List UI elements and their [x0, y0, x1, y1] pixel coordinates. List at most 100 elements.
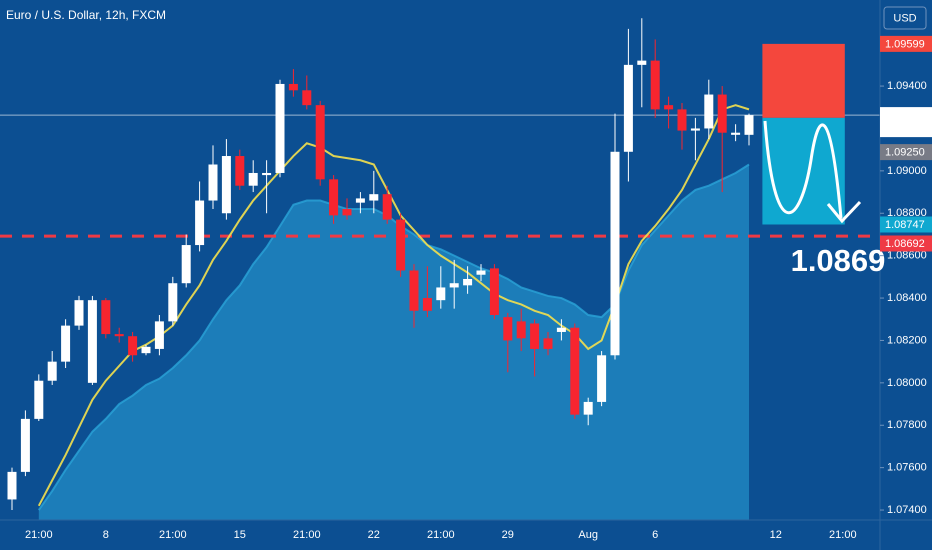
candle-body: [114, 334, 124, 337]
price-tag: [880, 216, 932, 233]
ma-area: [38, 164, 750, 520]
stop-zone: [762, 43, 845, 118]
arrow-head: [826, 200, 862, 224]
candle-body: [61, 325, 71, 362]
x-tick-label: 6: [652, 529, 658, 541]
x-tick-label: 8: [103, 529, 109, 541]
candle-body: [530, 323, 540, 349]
candle-body: [570, 327, 580, 415]
chart-title: Euro / U.S. Dollar, 12h, FXCM: [6, 8, 166, 22]
price-tag-label: 1.09263: [885, 110, 925, 122]
candle-body: [597, 355, 607, 402]
candle-body: [315, 105, 325, 180]
candle-body: [396, 219, 406, 271]
currency: USD: [893, 12, 916, 24]
candle-body: [248, 172, 258, 186]
x-tick-label: 29: [502, 529, 514, 541]
candle-body: [637, 60, 647, 65]
price-tag-label: 1.08692: [885, 238, 925, 250]
x-tick-label: 21:00: [829, 529, 857, 541]
candle-body: [101, 300, 111, 335]
candle-body: [664, 105, 674, 110]
candle-body: [141, 346, 151, 354]
candle-body: [476, 270, 486, 275]
candle-body: [409, 270, 419, 311]
x-tick-label: Aug: [578, 529, 598, 541]
candle-body: [20, 418, 30, 472]
candle-body: [610, 151, 620, 356]
y-tick-label: 1.07800: [887, 419, 927, 431]
candle-body: [288, 83, 298, 91]
price-tag: [880, 35, 932, 52]
candle-body: [583, 401, 593, 415]
candle-body: [543, 338, 553, 349]
countdown: 06:16:37: [885, 123, 928, 135]
candle-body: [47, 361, 57, 381]
x-tick-label: 21:00: [159, 529, 187, 541]
y-tick-label: 1.08800: [887, 207, 927, 219]
candle-body: [690, 128, 700, 131]
price-tag: [880, 235, 932, 252]
candle-body: [503, 317, 513, 341]
candle-body: [436, 287, 446, 301]
price-tag: [880, 107, 932, 138]
candle-body: [235, 156, 245, 186]
y-tick-label: 1.08200: [887, 334, 927, 346]
x-tick-label: 22: [368, 529, 380, 541]
y-tick-label: 1.09400: [887, 80, 927, 92]
candle-body: [650, 60, 660, 110]
candle-body: [731, 132, 741, 135]
candle-body: [382, 194, 392, 220]
candle-body: [516, 321, 526, 339]
candle-body: [677, 109, 687, 131]
candle-body: [168, 283, 178, 322]
candle-body: [34, 380, 44, 419]
price-tag-label: 1.09599: [885, 38, 925, 50]
candle-body: [195, 200, 205, 246]
y-tick-label: 1.09000: [887, 165, 927, 177]
y-tick-label: 1.08600: [887, 250, 927, 262]
candle-body: [422, 298, 432, 311]
candle-body: [302, 90, 312, 106]
candle-body: [489, 268, 499, 316]
candle-body: [329, 179, 339, 216]
wave-drawing: [763, 120, 843, 219]
price-tag-label: 1.08747: [885, 219, 925, 231]
candle-body: [275, 83, 285, 173]
x-tick-label: 12: [770, 529, 782, 541]
y-tick-label: 1.07600: [887, 462, 927, 474]
x-tick-label: 21:00: [293, 529, 321, 541]
x-tick-label: 15: [234, 529, 246, 541]
candle-body: [221, 156, 231, 214]
candle-body: [262, 172, 272, 176]
candle-body: [154, 321, 164, 349]
candle-body: [369, 194, 379, 201]
price-tag: [880, 144, 932, 161]
currency-box: [883, 6, 927, 30]
candle-body: [623, 64, 633, 152]
candle-body: [128, 336, 138, 356]
y-tick-label: 1.08000: [887, 377, 927, 389]
annotation: 1.0869: [791, 243, 886, 278]
x-tick-label: 21:00: [25, 529, 53, 541]
candle-body: [87, 300, 97, 383]
y-tick-label: 1.08400: [887, 292, 927, 304]
candle-body: [744, 115, 754, 135]
ma-area-edge: [37, 163, 750, 511]
candle-body: [449, 283, 459, 288]
candle-body: [208, 164, 218, 201]
candle-body: [556, 327, 566, 332]
candle-body: [181, 245, 191, 284]
x-tick-label: 21:00: [427, 529, 455, 541]
price-tag-label: 1.09250: [885, 147, 925, 159]
candle-body: [717, 94, 727, 133]
candle-body: [7, 471, 17, 500]
candle-body: [355, 198, 365, 203]
candle-body: [74, 300, 84, 326]
y-tick-label: 1.07400: [887, 504, 927, 516]
candle-body: [463, 278, 473, 286]
candle-body: [704, 94, 714, 129]
candle-body: [342, 209, 352, 216]
